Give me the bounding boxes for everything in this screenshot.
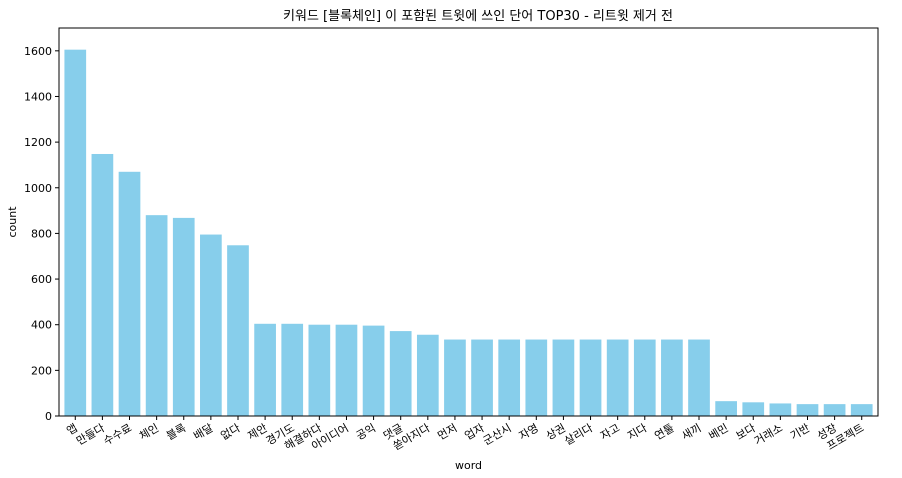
y-tick-label-8: 1600 bbox=[24, 45, 52, 58]
bar-12 bbox=[389, 331, 412, 416]
x-tick-label-23: 새끼 bbox=[679, 421, 703, 442]
y-axis: 0 200 400 600 800 1000 1200 1400 1600 bbox=[24, 45, 59, 423]
x-tick-label-14: 먼저 bbox=[435, 421, 459, 442]
x-tick-label-2: 수수료 bbox=[101, 421, 134, 447]
x-tick-label-19: 살리다 bbox=[562, 421, 595, 447]
x-tick-label-6: 없다 bbox=[218, 421, 242, 442]
bar-11 bbox=[362, 325, 385, 416]
bar-16 bbox=[498, 339, 521, 416]
bar-20 bbox=[606, 339, 629, 416]
bar-4 bbox=[172, 217, 195, 416]
bar-14 bbox=[444, 339, 466, 416]
x-tick-label-26: 거래소 bbox=[752, 421, 785, 447]
bar-8 bbox=[281, 323, 304, 416]
bar-24 bbox=[715, 401, 737, 416]
y-tick-label-1: 200 bbox=[31, 364, 52, 377]
y-axis-label: count bbox=[6, 206, 19, 238]
bar-23 bbox=[688, 339, 710, 416]
bar-22 bbox=[661, 339, 683, 416]
y-tick-label-4: 800 bbox=[31, 227, 52, 240]
y-tick-label-5: 1000 bbox=[24, 182, 52, 195]
x-tick-label-4: 블록 bbox=[164, 421, 188, 442]
x-tick-label-22: 연툴 bbox=[652, 421, 676, 442]
y-tick-label-2: 400 bbox=[31, 319, 52, 332]
bar-9 bbox=[308, 324, 331, 416]
x-tick-label-11: 공익 bbox=[354, 421, 378, 442]
x-tick-label-21: 지다 bbox=[625, 421, 649, 442]
bar-7 bbox=[254, 323, 276, 416]
bar-6 bbox=[227, 245, 249, 416]
x-tick-label-24: 베민 bbox=[707, 421, 731, 442]
bar-18 bbox=[552, 339, 575, 416]
y-tick-label-7: 1400 bbox=[24, 90, 52, 103]
x-tick-label-17: 자영 bbox=[517, 421, 541, 442]
x-tick-label-3: 체인 bbox=[137, 421, 161, 442]
bar-15 bbox=[471, 339, 493, 416]
bar-0 bbox=[64, 49, 87, 417]
bar-26 bbox=[769, 403, 792, 416]
bar-3 bbox=[145, 215, 168, 416]
x-tick-label-27: 기반 bbox=[788, 421, 812, 442]
bar-21 bbox=[633, 339, 656, 416]
bar-27 bbox=[796, 404, 819, 416]
y-tick-label-0: 0 bbox=[45, 410, 52, 423]
bar-17 bbox=[525, 339, 548, 416]
bars-group bbox=[64, 49, 873, 417]
bar-28 bbox=[823, 404, 846, 416]
bar-5 bbox=[200, 234, 222, 416]
x-tick-label-16: 군산시 bbox=[481, 421, 514, 447]
bar-29 bbox=[850, 404, 873, 416]
y-tick-label-6: 1200 bbox=[24, 136, 52, 149]
bar-13 bbox=[416, 334, 439, 416]
bar-2 bbox=[118, 171, 141, 416]
y-tick-label-3: 600 bbox=[31, 273, 52, 286]
x-tick-label-5: 배달 bbox=[191, 421, 215, 442]
x-axis-label: word bbox=[455, 459, 482, 472]
x-tick-label-1: 만들다 bbox=[74, 421, 107, 447]
x-tick-label-20: 자고 bbox=[598, 421, 622, 442]
bar-1 bbox=[91, 153, 114, 416]
bar-25 bbox=[742, 402, 765, 416]
chart-title: 키워드 [블록체인] 이 포함된 트윗에 쓰인 단어 TOP30 - 리트윗 제… bbox=[283, 9, 673, 24]
bar-19 bbox=[579, 339, 602, 416]
bar-10 bbox=[335, 324, 358, 416]
plot-frame bbox=[58, 27, 879, 417]
